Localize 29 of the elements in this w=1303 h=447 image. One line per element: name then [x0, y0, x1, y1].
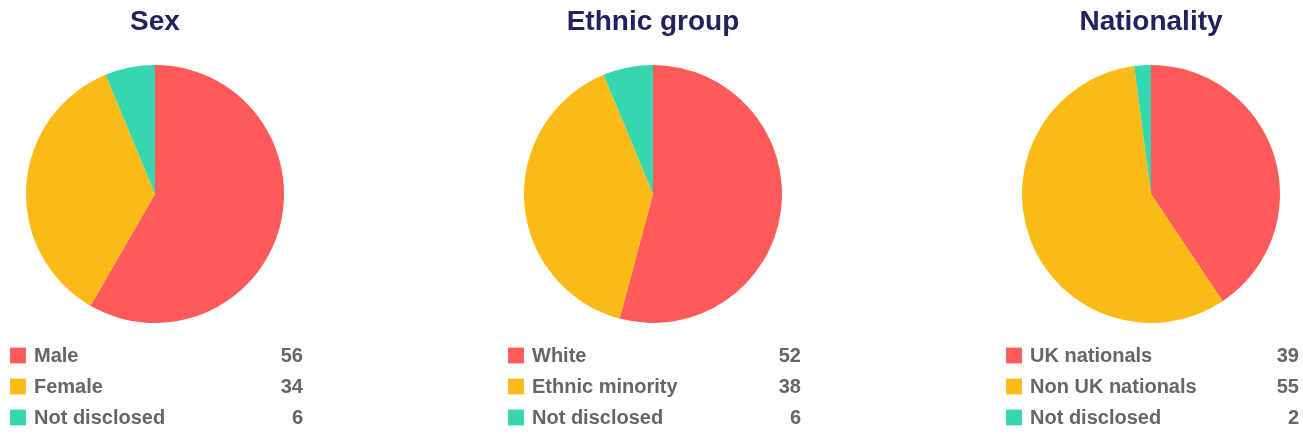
legend-label: Female [34, 374, 103, 397]
chart-title: Ethnic group [566, 5, 740, 36]
chart-title: Nationality [1079, 5, 1223, 36]
pie-slice [90, 65, 284, 323]
data-label: 34 [280, 374, 304, 397]
data-label: 6 [291, 405, 303, 428]
chart-title: Sex [130, 5, 181, 36]
data-label: 38 [778, 374, 801, 397]
legend-label: Not disclosed [1030, 405, 1162, 428]
legend-label: UK nationals [1030, 343, 1153, 366]
pie-slice [524, 74, 653, 319]
legend-label: Not disclosed [34, 405, 166, 428]
data-label: 39 [1276, 343, 1299, 366]
pie-slice [603, 65, 653, 194]
pie-slice [26, 74, 155, 306]
data-label: 2 [1287, 405, 1299, 428]
pie-slice [619, 65, 782, 323]
pie-slice [1151, 65, 1280, 302]
pie-slice [1022, 66, 1223, 323]
legend-label: White [532, 343, 587, 366]
data-label: 56 [280, 343, 303, 366]
legend-label: Male [34, 343, 79, 366]
legend-label: Non UK nationals [1030, 374, 1197, 397]
data-label: 55 [1276, 374, 1299, 397]
legend-label: Ethnic minority [532, 374, 679, 397]
data-label: 52 [778, 343, 801, 366]
legend-label: Not disclosed [532, 405, 664, 428]
data-label: 6 [789, 405, 801, 428]
pie-slice [105, 65, 155, 194]
